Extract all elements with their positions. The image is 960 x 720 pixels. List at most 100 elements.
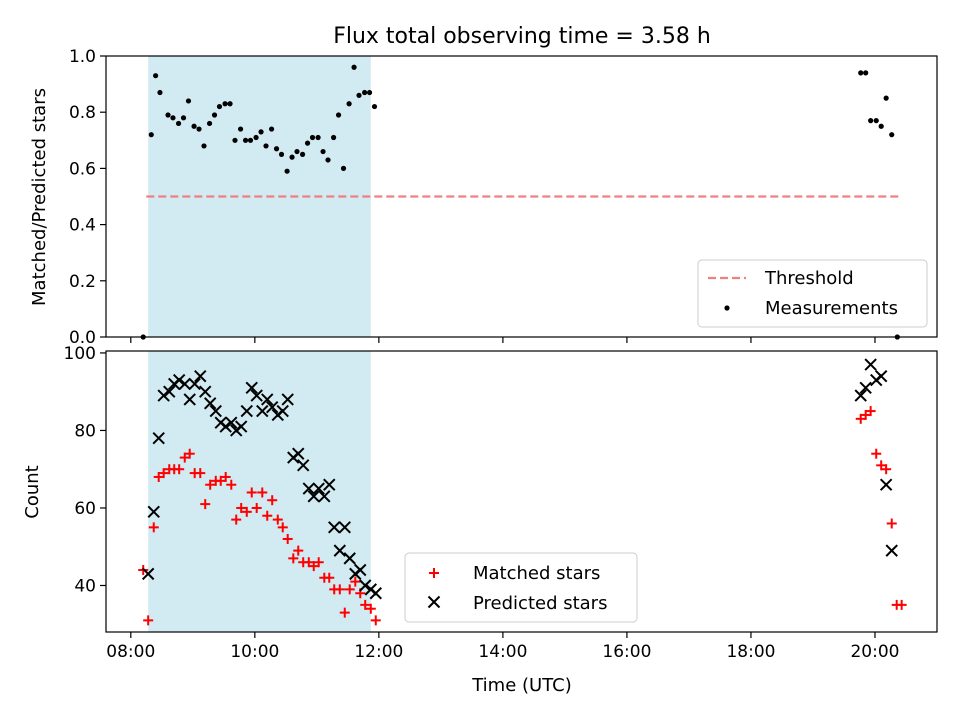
predicted-star-point xyxy=(864,358,877,371)
matched-star-point xyxy=(871,448,882,459)
predicted-star-point xyxy=(302,482,315,495)
predicted-star-point xyxy=(225,416,238,429)
measurement-point xyxy=(868,118,874,124)
predicted-star-point xyxy=(292,447,305,460)
legend-box xyxy=(697,259,928,328)
matched-star-point xyxy=(282,533,293,544)
matched-star-point xyxy=(251,502,262,513)
predicted-star-point xyxy=(338,521,351,534)
predicted-star-point xyxy=(152,431,165,445)
measurement-point xyxy=(315,134,321,141)
measurement-point xyxy=(351,64,357,70)
predicted-star-point xyxy=(250,389,263,402)
predicted-star-point xyxy=(178,377,191,391)
x-tick-label: 18:00 xyxy=(726,642,775,662)
matched-star-point xyxy=(236,502,247,513)
measurement-point xyxy=(191,123,197,129)
y-tick-label: 0.6 xyxy=(69,159,96,179)
matched-star-point xyxy=(246,487,257,498)
y-tick-label: 0.4 xyxy=(69,216,96,236)
measurement-point xyxy=(371,103,378,110)
predicted-star-point xyxy=(147,505,160,519)
measurement-point xyxy=(294,148,300,155)
ratio-plot-ylabel: Matched/Predicted stars xyxy=(29,88,50,306)
legend-measurement-label: Measurements xyxy=(765,298,898,319)
predicted-star-point xyxy=(328,521,341,534)
predicted-star-point xyxy=(318,490,331,503)
predicted-star-point xyxy=(276,404,289,418)
y-tick-label: 0.8 xyxy=(69,103,96,123)
predicted-star-point xyxy=(219,420,232,433)
predicted-star-point xyxy=(256,404,269,418)
measurement-point xyxy=(216,103,223,110)
measurement-point xyxy=(346,101,352,107)
y-tick-label: 1.0 xyxy=(69,47,96,67)
matched-star-point xyxy=(200,499,211,510)
measurement-point xyxy=(175,120,182,127)
measurement-point xyxy=(196,126,202,132)
predicted-star-point xyxy=(163,385,176,398)
matched-star-point xyxy=(334,584,345,595)
predicted-star-point xyxy=(343,552,356,565)
predicted-star-point xyxy=(854,389,867,402)
measurement-point xyxy=(299,151,306,157)
matched-star-point xyxy=(277,522,288,533)
measurement-point xyxy=(284,168,290,174)
predicted-star-point xyxy=(281,393,294,406)
legend-measurement-swatch xyxy=(724,305,730,311)
x-tick-label: 10:00 xyxy=(230,642,279,662)
measurement-point xyxy=(201,143,207,149)
measurement-point xyxy=(863,70,869,76)
matched-star-point xyxy=(148,522,159,533)
legend-matched-swatch xyxy=(429,568,439,578)
predicted-star-point xyxy=(245,381,258,395)
legend-predicted-label: Predicted stars xyxy=(473,593,607,614)
measurement-point xyxy=(222,101,228,107)
matched-star-point xyxy=(231,514,242,525)
measurement-point xyxy=(273,146,280,152)
predicted-star-point xyxy=(194,369,207,383)
measurement-point xyxy=(170,115,176,121)
matched-star-point xyxy=(257,487,268,498)
matched-star-point xyxy=(184,448,195,459)
matched-star-point xyxy=(365,603,376,614)
predicted-star-point xyxy=(323,478,336,491)
matched-star-point xyxy=(262,510,273,521)
measurement-point xyxy=(157,89,163,96)
matched-star-point xyxy=(370,615,381,626)
measurement-point xyxy=(858,70,864,76)
matched-star-point xyxy=(205,479,216,490)
measurement-point xyxy=(227,101,233,107)
legend-box xyxy=(404,552,638,623)
measurement-point xyxy=(247,137,254,143)
matched-star-point xyxy=(881,464,892,475)
legend-predicted-swatch xyxy=(427,595,441,609)
measurement-point xyxy=(340,165,347,171)
matched-star-point xyxy=(313,557,324,568)
measurement-point xyxy=(335,112,342,118)
matched-star-point xyxy=(174,464,185,475)
x-axis-label: Time (UTC) xyxy=(471,675,572,696)
predicted-star-point xyxy=(188,377,201,391)
legend-matched-label: Matched stars xyxy=(473,563,600,584)
x-tick-label: 20:00 xyxy=(850,642,899,662)
predicted-star-point xyxy=(312,482,325,495)
measurement-point xyxy=(263,143,269,149)
matched-star-point xyxy=(324,572,335,583)
y-tick-label: 0.0 xyxy=(69,328,96,348)
matched-star-point xyxy=(344,584,355,595)
measurement-point xyxy=(148,132,154,138)
measurement-point xyxy=(878,123,884,129)
x-tick-label: 08:00 xyxy=(106,642,155,662)
x-tick-label: 12:00 xyxy=(354,642,403,662)
y-tick-label: 40 xyxy=(74,576,96,596)
count-plot-ylabel: Count xyxy=(22,465,43,518)
matched-star-point xyxy=(195,468,206,479)
predicted-star-point xyxy=(209,404,222,418)
measurement-point xyxy=(278,151,285,157)
matched-star-point xyxy=(226,479,237,490)
predicted-star-point xyxy=(333,544,347,557)
measurement-point xyxy=(330,134,337,141)
x-tick-label: 14:00 xyxy=(478,642,527,662)
